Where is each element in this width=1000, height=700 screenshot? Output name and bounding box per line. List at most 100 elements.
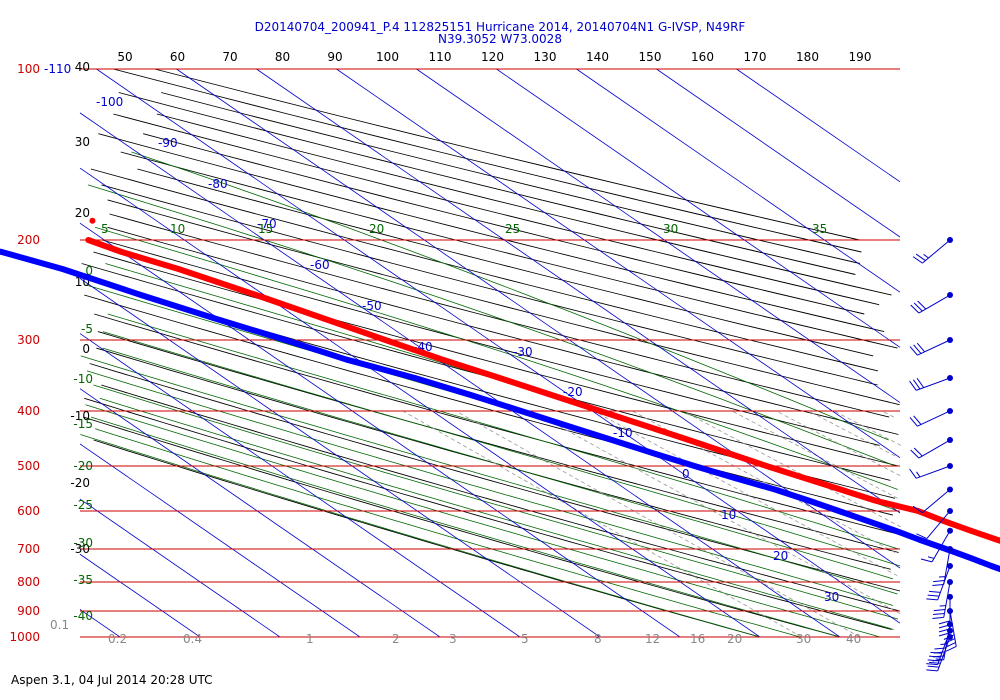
isotherm-line <box>79 498 281 638</box>
wind-barb-staff <box>916 465 951 479</box>
mixing-ratio-line <box>833 410 902 446</box>
isotherm-line <box>79 278 601 638</box>
mixing-ratio-label: 1 <box>306 632 314 646</box>
wind-barb-flag <box>933 609 946 612</box>
wind-barb <box>909 337 953 356</box>
moist-adiabat-label: -25 <box>73 498 93 512</box>
wind-barb-flag <box>927 659 940 662</box>
dry-adiabat-line <box>118 92 856 275</box>
mixing-ratio-label: 8 <box>594 632 602 646</box>
wind-barb-flag <box>926 669 938 672</box>
wind-barb <box>926 634 953 672</box>
pressure-label: 400 <box>17 404 40 418</box>
moist-adiabat-line <box>80 434 761 638</box>
isotherm-label: -70 <box>257 217 277 231</box>
dry-adiabat-label: 20 <box>75 206 90 220</box>
top-axis-label: 180 <box>796 50 819 64</box>
wind-barb-flag <box>917 300 927 310</box>
mixing-ratio-line <box>682 410 901 528</box>
wind-barb <box>909 407 953 427</box>
pressure-label: 200 <box>17 233 40 247</box>
moist-adiabat-line <box>86 370 894 606</box>
dry-adiabat-label: -10 <box>70 409 90 423</box>
top-axis-label: 170 <box>744 50 767 64</box>
wind-barb-staff <box>926 510 951 539</box>
axis-labels: 1002003004005006007008009001000-1100.150… <box>9 50 871 646</box>
isotherm-label: -30 <box>513 345 533 359</box>
wind-barb <box>920 527 953 563</box>
pressure-label: 700 <box>17 542 40 556</box>
pressure-label: 300 <box>17 333 40 347</box>
wind-barb-flag <box>927 665 940 668</box>
dry-adiabat-line <box>142 133 865 315</box>
dry-adiabat-line <box>98 133 885 333</box>
wind-barb-flag <box>912 505 923 514</box>
dry-adiabat-line <box>113 113 880 306</box>
wind-barbs <box>909 236 957 672</box>
dry-adiabat-line <box>154 68 860 241</box>
pressure-label: 100 <box>17 62 40 76</box>
mixing-ratio-line <box>881 410 894 418</box>
mixing-ratio-label: 20 <box>727 632 742 646</box>
dry-adiabat-line <box>90 168 879 372</box>
isotherm-line <box>79 443 361 638</box>
wind-barb-staff <box>917 410 951 427</box>
chart-title-line2: N39.3052 W73.0028 <box>438 32 562 46</box>
wind-barb-staff <box>922 489 951 514</box>
wind-barb-flag <box>930 651 942 654</box>
moist-adiabat-line <box>105 263 899 512</box>
wind-barb-flag <box>915 253 926 261</box>
dry-adiabat-line <box>84 294 894 516</box>
dry-adiabat-line <box>120 151 898 349</box>
moist-adiabat-line <box>95 428 801 638</box>
wind-barb <box>916 507 953 540</box>
temperature-point <box>89 217 96 224</box>
pressure-label: 1000 <box>9 630 40 644</box>
wind-barb-flag <box>929 590 941 593</box>
isotherm-line <box>79 553 201 638</box>
wind-barb-flag <box>912 256 923 264</box>
wind-barb-half-flag <box>923 253 929 259</box>
top-axis-label: 190 <box>849 50 872 64</box>
mixing-ratio-label: 16 <box>690 632 705 646</box>
footer-caption: Aspen 3.1, 04 Jul 2014 20:28 UTC <box>11 673 213 687</box>
mixing-ratio-label: 12 <box>645 632 660 646</box>
moist-adiabat-line <box>107 313 899 550</box>
wind-barb-flag <box>916 342 926 353</box>
top-axis-label: 160 <box>691 50 714 64</box>
moist-adiabat-top-label: 35 <box>812 222 827 236</box>
mixing-ratio-label: 0.4 <box>183 632 202 646</box>
isotherm-line <box>79 609 121 638</box>
moist-adiabat-top-label: 25 <box>505 222 520 236</box>
sounding-profiles <box>0 217 1000 573</box>
wind-barb <box>909 375 953 391</box>
moist-adiabat-label: -10 <box>73 372 93 386</box>
isotherm-label: -90 <box>158 136 178 150</box>
pressure-label: 900 <box>17 604 40 618</box>
moist-adiabat-line <box>131 151 889 441</box>
isotherm-label: 0 <box>682 467 690 481</box>
mixing-ratio-line <box>402 410 802 638</box>
wind-barb-staff <box>943 581 951 618</box>
wind-barb-flag <box>929 655 941 658</box>
wind-barb-staff <box>916 377 951 391</box>
dry-adiabat-label: 0 <box>82 342 90 356</box>
isotherm-label: -50 <box>362 299 382 313</box>
moist-adiabat-top-label: 10 <box>170 222 185 236</box>
dry-adiabat-line <box>101 239 880 446</box>
top-axis-label: 110 <box>429 50 452 64</box>
wind-barb-flag <box>929 661 941 664</box>
isotherms <box>79 68 901 638</box>
isotherm-label: -10 <box>613 426 633 440</box>
wind-barb-staff <box>937 565 951 601</box>
top-axis-label: 140 <box>586 50 609 64</box>
moist-adiabat-label: -35 <box>73 573 93 587</box>
isotherm-label: -60 <box>310 258 330 272</box>
top-axis-label: 90 <box>327 50 342 64</box>
isotherm-label: 20 <box>773 549 788 563</box>
isotherm-corner-label: -110 <box>44 62 71 76</box>
wind-barb-staff <box>931 530 951 563</box>
wind-barb <box>910 437 953 459</box>
moist-adiabat-label: -40 <box>73 609 93 623</box>
moist-adiabat-line <box>87 184 896 467</box>
